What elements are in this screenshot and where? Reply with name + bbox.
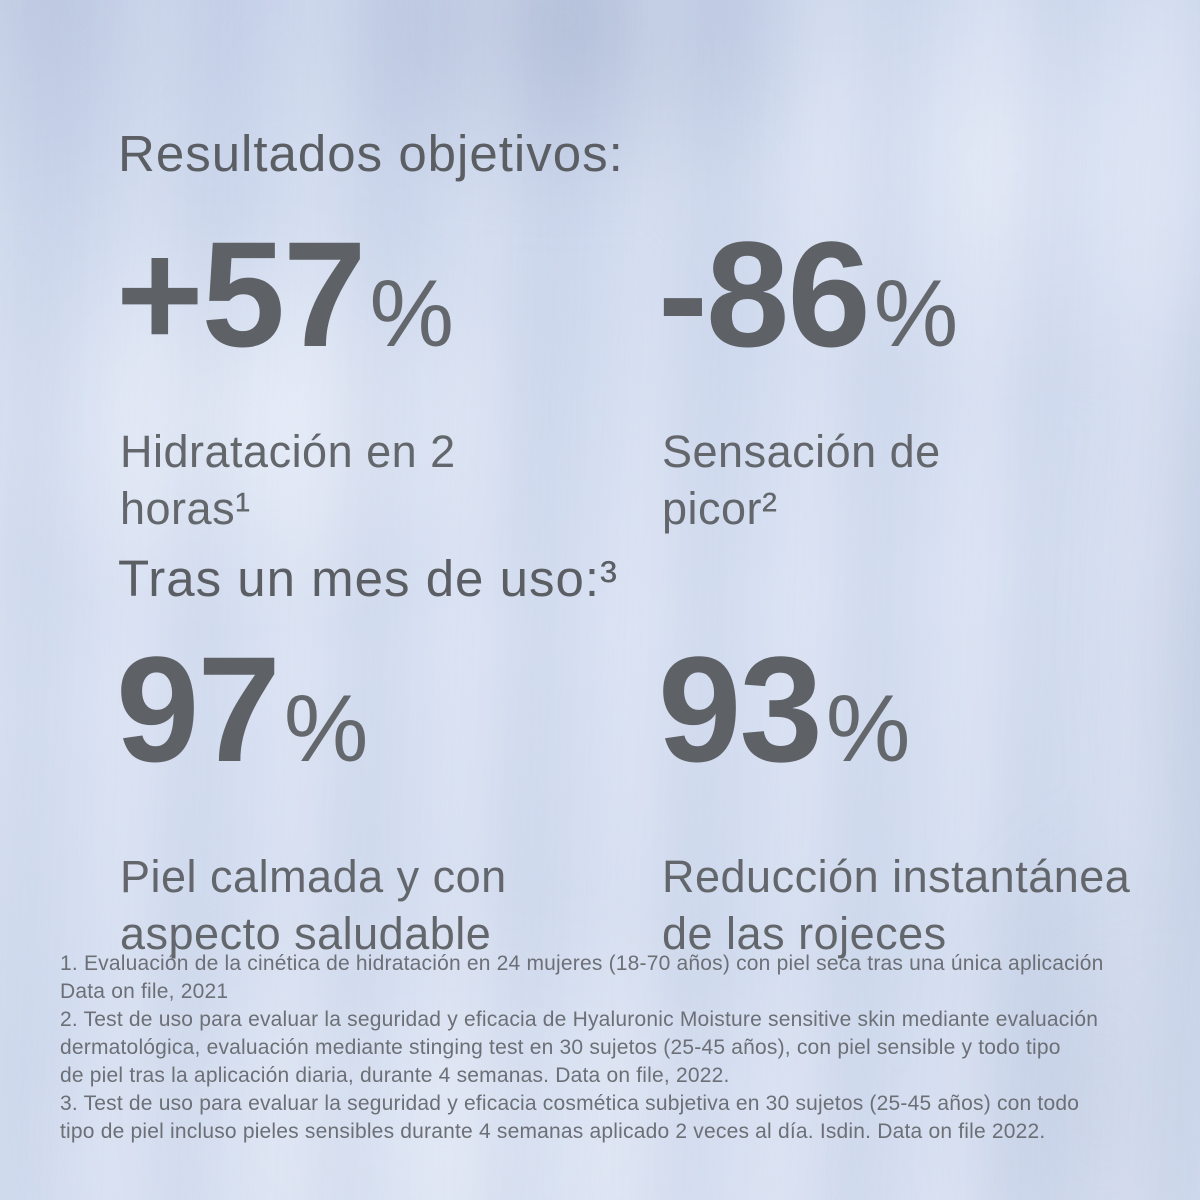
percent-sign: % <box>825 676 911 782</box>
stat-calmed-skin: 97% Piel calmada y con aspecto saludable <box>116 634 507 962</box>
stat-number: +57 <box>116 210 366 378</box>
percent-sign: % <box>283 676 369 782</box>
footnote-1: 1. Evaluación de la cinética de hidratac… <box>60 952 1104 1003</box>
stat-itching-sensation-value: -86% <box>658 219 958 417</box>
stat-hydration-2h-value: +57% <box>116 219 456 417</box>
page-title: Resultados objetivos: <box>118 125 624 182</box>
stat-itching-sensation-label: Sensación de picor² <box>662 426 941 534</box>
section-subtitle-after-one-month: Tras un mes de uso:³ <box>118 550 618 607</box>
footnotes-section: 1. Evaluación de la cinética de hidratac… <box>60 950 1200 1146</box>
stat-hydration-2h-label: Hidratación en 2 horas¹ <box>120 426 456 534</box>
stat-redness-reduction-label: Reducción instantánea de las rojeces <box>662 851 1131 959</box>
percent-sign: % <box>369 261 454 367</box>
footnote-2: 2. Test de uso para evaluar la seguridad… <box>60 1008 1099 1087</box>
stat-calmed-skin-value: 97% <box>116 634 507 832</box>
stat-number: 97 <box>116 625 281 793</box>
stat-calmed-skin-label: Piel calmada y con aspecto saludable <box>120 851 507 959</box>
percent-sign: % <box>873 261 959 367</box>
stat-number: 93 <box>658 625 823 793</box>
stat-redness-reduction-value: 93% <box>658 634 1130 832</box>
stat-redness-reduction: 93% Reducción instantánea de las rojeces <box>658 634 1130 962</box>
footnote-3: 3. Test de uso para evaluar la seguridad… <box>60 1092 1080 1143</box>
stat-hydration-2h: +57% Hidratación en 2 horas¹ <box>116 219 456 537</box>
stat-itching-sensation: -86% Sensación de picor² <box>658 219 958 537</box>
stat-number: -86 <box>658 210 871 378</box>
